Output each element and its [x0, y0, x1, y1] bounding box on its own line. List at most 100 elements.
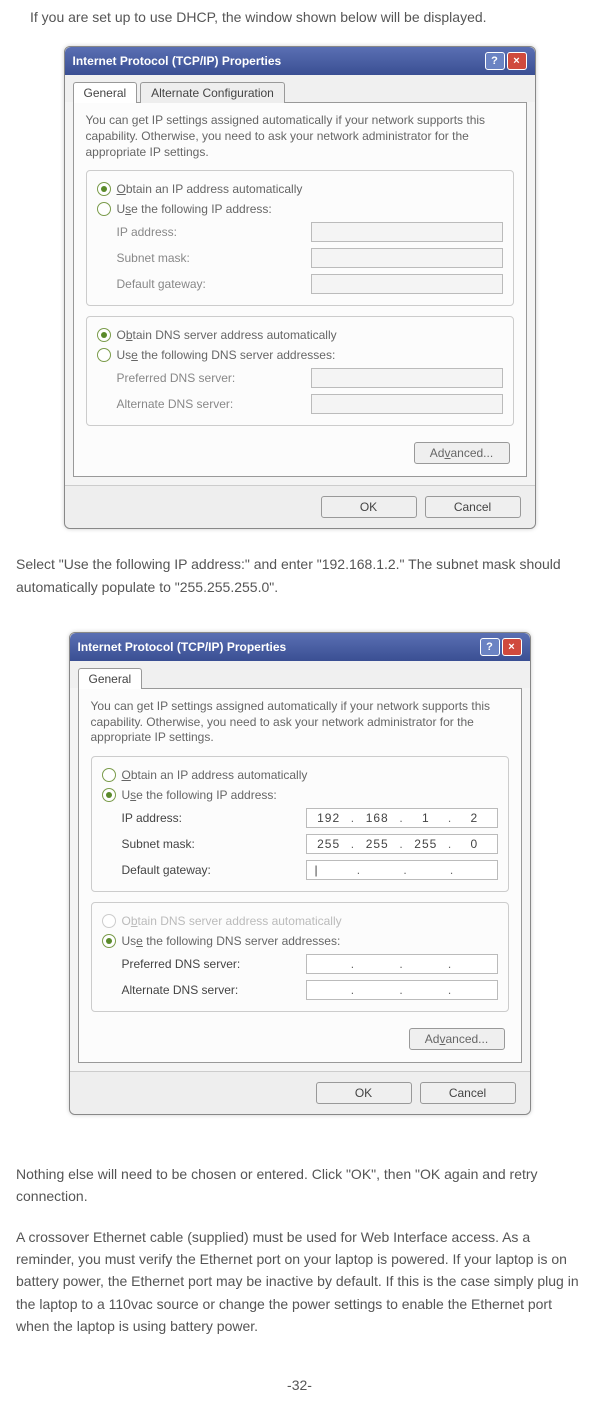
dialog-info: You can get IP settings assigned automat…: [86, 113, 514, 160]
titlebar-buttons: ? ×: [485, 52, 527, 70]
field-ip: IP address:: [97, 219, 503, 245]
input-alt-dns[interactable]: [311, 394, 503, 414]
tab-row: General Alternate Configuration: [65, 75, 535, 102]
field-alt-dns: Alternate DNS server:: [97, 391, 503, 417]
dialog-2-wrap: Internet Protocol (TCP/IP) Properties ? …: [10, 632, 589, 1115]
dns-group: Obtain DNS server address automatically …: [86, 316, 514, 426]
doc-note1: Nothing else will need to be chosen or e…: [10, 1133, 589, 1208]
ip-octet: 255: [404, 837, 448, 851]
close-icon[interactable]: ×: [502, 638, 522, 656]
radio-auto-dns[interactable]: Obtain DNS server address automatically: [97, 325, 503, 345]
input-ip[interactable]: 192. 168. 1. 2: [306, 808, 498, 828]
radio-icon: [102, 914, 116, 928]
radio-label: Obtain an IP address automatically: [117, 182, 303, 196]
ok-button[interactable]: OK: [316, 1082, 412, 1104]
label-subnet: Subnet mask:: [122, 837, 296, 851]
input-pref-dns[interactable]: ...: [306, 954, 498, 974]
radio-icon: [97, 182, 111, 196]
titlebar: Internet Protocol (TCP/IP) Properties ? …: [70, 633, 530, 661]
label-pref-dns: Preferred DNS server:: [122, 957, 296, 971]
field-gateway: Default gateway: |. . .: [102, 857, 498, 883]
ip-octet: 168: [355, 811, 399, 825]
ip-octet: 0: [452, 837, 496, 851]
page-number: -32-: [10, 1377, 589, 1403]
advanced-row: Advanced...: [86, 436, 514, 466]
titlebar-buttons: ? ×: [480, 638, 522, 656]
label-alt-dns: Alternate DNS server:: [122, 983, 296, 997]
field-subnet: Subnet mask:: [97, 245, 503, 271]
radio-manual-dns[interactable]: Use the following DNS server addresses:: [97, 345, 503, 365]
tab-alternate[interactable]: Alternate Configuration: [140, 82, 285, 103]
help-icon[interactable]: ?: [480, 638, 500, 656]
doc-intro: If you are set up to use DHCP, the windo…: [10, 0, 589, 28]
radio-icon: [102, 768, 116, 782]
tcpip-dialog-2: Internet Protocol (TCP/IP) Properties ? …: [69, 632, 531, 1115]
ip-octet: 255: [306, 837, 350, 851]
radio-manual-ip[interactable]: Use the following IP address:: [97, 199, 503, 219]
ip-octet: 192: [306, 811, 350, 825]
dialog-1-wrap: Internet Protocol (TCP/IP) Properties ? …: [10, 46, 589, 529]
titlebar-text: Internet Protocol (TCP/IP) Properties: [78, 640, 287, 654]
label-gateway: Default gateway:: [117, 277, 301, 291]
input-pref-dns[interactable]: [311, 368, 503, 388]
radio-icon: [97, 328, 111, 342]
radio-label: Obtain DNS server address automatically: [117, 328, 337, 342]
radio-manual-dns[interactable]: Use the following DNS server addresses:: [102, 931, 498, 951]
cancel-button[interactable]: Cancel: [420, 1082, 516, 1104]
tab-general[interactable]: General: [73, 82, 138, 103]
titlebar: Internet Protocol (TCP/IP) Properties ? …: [65, 47, 535, 75]
input-gateway[interactable]: [311, 274, 503, 294]
input-subnet[interactable]: [311, 248, 503, 268]
radio-auto-ip[interactable]: Obtain an IP address automatically: [102, 765, 498, 785]
tab-body: You can get IP settings assigned automat…: [73, 102, 527, 477]
dialog-buttons: OK Cancel: [70, 1071, 530, 1114]
dialog-buttons: OK Cancel: [65, 485, 535, 528]
input-gateway[interactable]: |. . .: [306, 860, 498, 880]
doc-mid: Select "Use the following IP address:" a…: [10, 547, 589, 604]
radio-label: Use the following IP address:: [117, 202, 272, 216]
input-subnet[interactable]: 255. 255. 255. 0: [306, 834, 498, 854]
radio-label: Obtain an IP address automatically: [122, 768, 308, 782]
ip-cursor: |: [306, 863, 356, 877]
field-gateway: Default gateway:: [97, 271, 503, 297]
radio-icon: [97, 348, 111, 362]
input-ip[interactable]: [311, 222, 503, 242]
ip-octet: 1: [404, 811, 448, 825]
doc-note2: A crossover Ethernet cable (supplied) mu…: [10, 1208, 589, 1338]
dns-group: Obtain DNS server address automatically …: [91, 902, 509, 1012]
label-ip: IP address:: [117, 225, 301, 239]
radio-manual-ip[interactable]: Use the following IP address:: [102, 785, 498, 805]
radio-label: Use the following IP address:: [122, 788, 277, 802]
cancel-button[interactable]: Cancel: [425, 496, 521, 518]
field-pref-dns: Preferred DNS server:: [97, 365, 503, 391]
radio-label: Use the following DNS server addresses:: [117, 348, 336, 362]
ip-group: Obtain an IP address automatically Use t…: [91, 756, 509, 892]
help-icon[interactable]: ?: [485, 52, 505, 70]
label-ip: IP address:: [122, 811, 296, 825]
field-pref-dns: Preferred DNS server: ...: [102, 951, 498, 977]
tab-body: You can get IP settings assigned automat…: [78, 688, 522, 1063]
close-icon[interactable]: ×: [507, 52, 527, 70]
label-alt-dns: Alternate DNS server:: [117, 397, 301, 411]
ip-group: Obtain an IP address automatically Use t…: [86, 170, 514, 306]
field-subnet: Subnet mask: 255. 255. 255. 0: [102, 831, 498, 857]
tcpip-dialog-1: Internet Protocol (TCP/IP) Properties ? …: [64, 46, 536, 529]
field-ip: IP address: 192. 168. 1. 2: [102, 805, 498, 831]
tab-general[interactable]: General: [78, 668, 143, 689]
field-alt-dns: Alternate DNS server: ...: [102, 977, 498, 1003]
tab-row: General: [70, 661, 530, 688]
radio-icon: [102, 934, 116, 948]
input-alt-dns[interactable]: ...: [306, 980, 498, 1000]
advanced-row: Advanced...: [91, 1022, 509, 1052]
ip-octet: 255: [355, 837, 399, 851]
label-gateway: Default gateway:: [122, 863, 296, 877]
radio-icon: [97, 202, 111, 216]
advanced-button[interactable]: Advanced...: [414, 442, 510, 464]
radio-auto-ip[interactable]: Obtain an IP address automatically: [97, 179, 503, 199]
radio-label: Obtain DNS server address automatically: [122, 914, 342, 928]
titlebar-text: Internet Protocol (TCP/IP) Properties: [73, 54, 282, 68]
ok-button[interactable]: OK: [321, 496, 417, 518]
ip-octet: 2: [452, 811, 496, 825]
radio-auto-dns: Obtain DNS server address automatically: [102, 911, 498, 931]
advanced-button[interactable]: Advanced...: [409, 1028, 505, 1050]
